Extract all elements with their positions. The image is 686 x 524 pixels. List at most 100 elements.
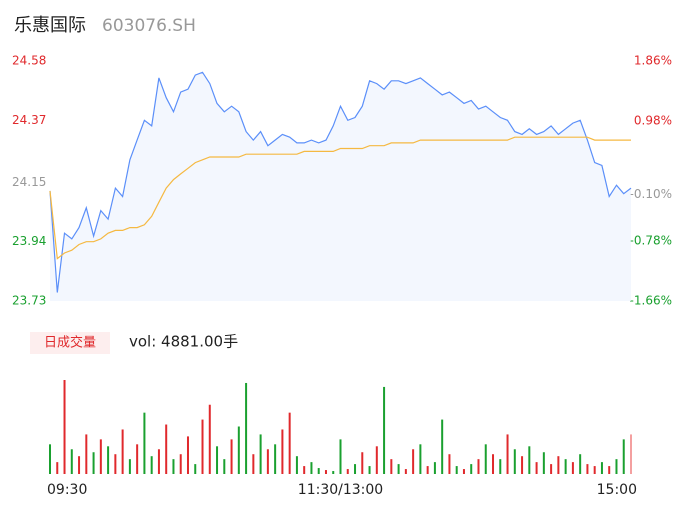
volume-bar xyxy=(571,462,574,474)
volume-bar xyxy=(332,471,335,474)
y2-tick-label: 1.86% xyxy=(634,54,672,68)
volume-bar xyxy=(223,459,226,474)
y-tick-label: 24.15 xyxy=(12,175,46,189)
volume-bar xyxy=(390,459,393,474)
volume-bar xyxy=(492,454,495,474)
volume-bar xyxy=(237,426,240,474)
volume-bar xyxy=(354,464,357,474)
volume-bar xyxy=(506,434,509,474)
volume-bar xyxy=(99,439,102,474)
y2-tick-label: -1.66% xyxy=(630,294,672,308)
volume-bar xyxy=(165,424,168,474)
volume-bar xyxy=(615,459,618,474)
x-tick-label: 09:30 xyxy=(47,482,87,498)
volume-bar xyxy=(208,404,211,474)
volume-bar xyxy=(550,464,553,474)
volume-bar xyxy=(303,466,306,474)
volume-bar xyxy=(455,466,458,474)
volume-bar xyxy=(521,456,524,474)
volume-bar xyxy=(426,466,429,474)
volume-bar xyxy=(462,469,465,474)
volume-bar xyxy=(216,446,219,474)
volume-bar xyxy=(404,469,407,474)
volume-bar xyxy=(542,452,545,474)
volume-legend: 日成交量 xyxy=(44,335,96,351)
volume-bar xyxy=(324,470,327,474)
volume-bar xyxy=(252,454,255,474)
legend-box xyxy=(30,332,110,354)
volume-label: vol: 4881.00手 xyxy=(129,333,238,351)
volume-bar xyxy=(375,446,378,474)
y-tick-label: 23.94 xyxy=(12,234,46,248)
volume-bar xyxy=(412,449,415,474)
volume-bar xyxy=(586,464,589,474)
volume-bar xyxy=(528,446,531,474)
y2-tick-label: 0.98% xyxy=(634,114,672,128)
volume-bar xyxy=(535,462,538,474)
volume-bar xyxy=(70,449,73,474)
y2-tick-label: -0.78% xyxy=(630,234,672,248)
volume-bar xyxy=(484,444,487,474)
volume-bar xyxy=(49,444,51,474)
y2-tick-label: -0.10% xyxy=(630,187,672,201)
volume-bar xyxy=(121,429,124,474)
volume-bar xyxy=(230,439,233,474)
volume-bar xyxy=(194,464,197,474)
volume-bar xyxy=(600,462,603,474)
price-area xyxy=(50,72,631,301)
volume-bar xyxy=(274,444,277,474)
volume-bar xyxy=(564,459,567,474)
volume-bar xyxy=(630,434,632,474)
volume-bar xyxy=(317,468,320,474)
volume-bar xyxy=(470,464,473,474)
price-line xyxy=(49,71,632,293)
volume-bar xyxy=(361,452,364,474)
volume-bar xyxy=(179,454,182,474)
volume-bar xyxy=(136,444,139,474)
y-tick-label: 23.73 xyxy=(12,294,46,308)
volume-bar xyxy=(608,466,611,474)
volume-bar xyxy=(433,462,436,474)
volume-bar xyxy=(288,412,291,474)
volume-bar xyxy=(346,469,349,474)
stock-code: 603076.SH xyxy=(102,16,196,36)
x-tick-label: 15:00 xyxy=(597,482,637,498)
volume-bar xyxy=(128,459,131,474)
volume-bar xyxy=(477,459,480,474)
volume-bar xyxy=(397,464,400,474)
stock-name: 乐惠国际 xyxy=(14,15,86,36)
volume-bar xyxy=(78,456,81,474)
volume-bar xyxy=(114,454,117,474)
volume-bar xyxy=(56,462,59,474)
volume-bar xyxy=(201,419,204,474)
volume-bar xyxy=(63,380,66,474)
volume-bar xyxy=(579,454,582,474)
x-tick-label: 11:30/13:00 xyxy=(298,482,383,498)
volume-bar xyxy=(281,429,284,474)
volume-bar xyxy=(85,434,88,474)
volume-bar xyxy=(441,419,444,474)
volume-bar xyxy=(368,466,371,474)
volume-bar xyxy=(157,449,160,474)
volume-bar xyxy=(172,459,175,474)
volume-bar xyxy=(266,449,269,474)
volume-bar xyxy=(92,452,95,474)
volume-bar xyxy=(622,439,625,474)
volume-bar xyxy=(499,459,502,474)
volume-bar xyxy=(143,412,146,474)
volume-bar xyxy=(245,382,248,474)
volume-bar xyxy=(150,456,153,474)
average-line xyxy=(49,136,631,260)
volume-bar xyxy=(513,449,516,474)
volume-bar xyxy=(448,454,451,474)
volume-bar xyxy=(557,456,560,474)
volume-bar xyxy=(339,439,342,474)
y-tick-label: 24.58 xyxy=(12,54,46,68)
volume-bar xyxy=(383,386,386,474)
volume-bar xyxy=(259,434,262,474)
y-tick-label: 24.37 xyxy=(12,113,46,127)
volume-bar xyxy=(186,436,189,474)
volume-bar xyxy=(295,456,298,474)
volume-bar xyxy=(419,444,422,474)
